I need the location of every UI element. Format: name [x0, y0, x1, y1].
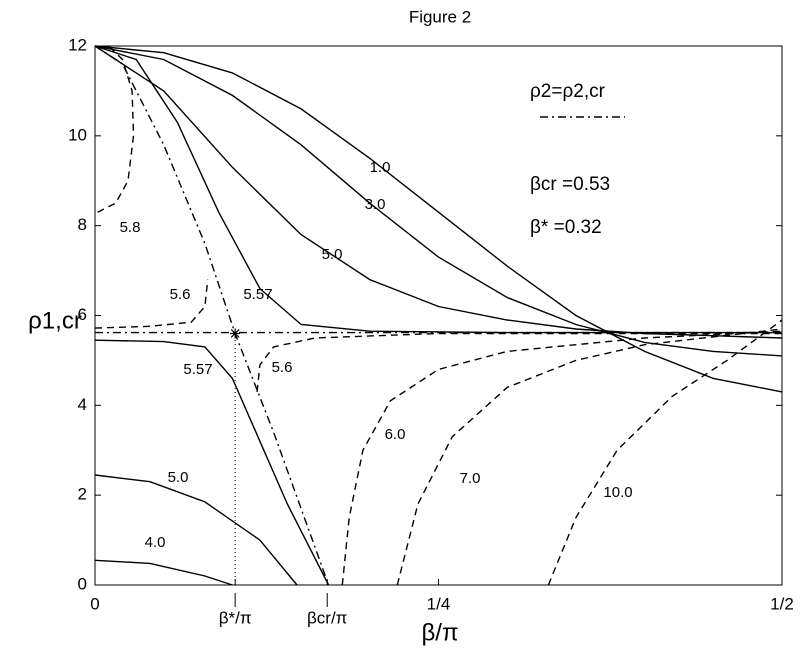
curve-label: 1.0 — [370, 159, 391, 176]
curve-label: 6.0 — [385, 426, 406, 443]
star-marker — [230, 329, 240, 338]
chart-title: Figure 2 — [409, 7, 471, 26]
series-line — [94, 474, 298, 586]
series-line — [94, 45, 782, 586]
annotation: βcr =0.53 — [530, 174, 610, 195]
y-tick-label: 12 — [68, 35, 87, 54]
x-tick-label: 1/4 — [427, 594, 451, 613]
curve-label: 5.6 — [272, 359, 293, 376]
series-line — [94, 339, 330, 586]
x-tick-label: β*/π — [219, 608, 252, 627]
series-line — [547, 319, 783, 586]
series-line — [97, 45, 135, 213]
curve-label: 5.8 — [120, 219, 141, 236]
curve-label: 10.0 — [603, 484, 632, 501]
curve-label: 5.0 — [168, 469, 189, 486]
curve-label: 5.6 — [170, 286, 191, 303]
series-line — [94, 45, 782, 334]
series-line — [341, 330, 783, 586]
y-tick-label: 2 — [78, 485, 87, 504]
curve-label: 5.0 — [322, 246, 343, 263]
curve-label: 7.0 — [460, 470, 481, 487]
x-tick-label: βcr/π — [307, 608, 347, 627]
curve-label: 4.0 — [145, 534, 166, 551]
annotation: β* =0.32 — [530, 217, 602, 238]
y-tick-label: 6 — [78, 305, 87, 324]
y-axis-label: ρ1,cr — [28, 307, 82, 334]
series-line — [396, 328, 783, 586]
curve-label: 3.0 — [365, 196, 386, 213]
series-line — [94, 45, 783, 357]
y-tick-label: 8 — [78, 215, 87, 234]
x-tick-label: 1/2 — [770, 594, 794, 613]
x-axis-label: β/π — [421, 619, 458, 646]
series-line — [94, 45, 783, 393]
y-tick-label: 4 — [78, 395, 87, 414]
series-line — [94, 559, 233, 586]
curve-label: 5.57 — [183, 361, 212, 378]
y-tick-label: 10 — [68, 125, 87, 144]
legend-label: ρ2=ρ2,cr — [530, 81, 606, 102]
plot-frame — [94, 45, 783, 586]
series-line — [94, 279, 782, 392]
curve-label: 5.57 — [243, 286, 272, 303]
x-tick-label: 0 — [90, 594, 99, 613]
y-tick-label: 0 — [78, 574, 87, 593]
series-line — [94, 45, 783, 339]
